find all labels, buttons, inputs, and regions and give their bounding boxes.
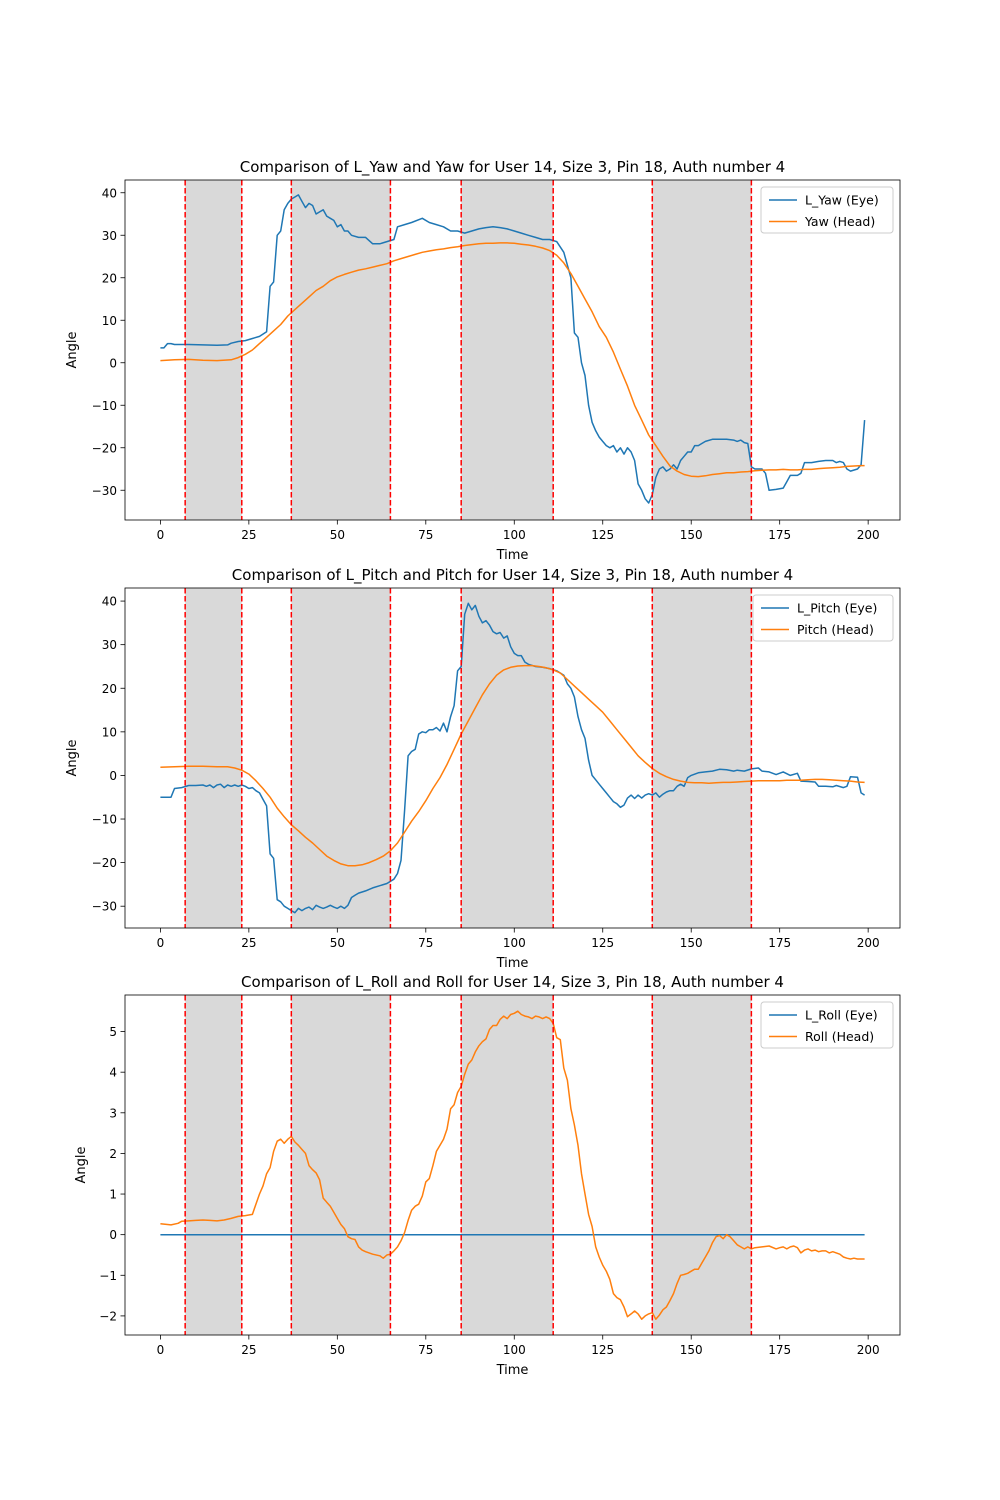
x-tick-label: 25 bbox=[241, 936, 256, 950]
x-tick-label: 50 bbox=[330, 1343, 345, 1357]
axes-frame bbox=[124, 994, 901, 1336]
shaded-region bbox=[291, 180, 391, 520]
shaded-region bbox=[652, 180, 752, 520]
legend-label: L_Yaw (Eye) bbox=[805, 193, 879, 208]
shaded-region bbox=[185, 588, 242, 928]
y-tick-label: −30 bbox=[92, 900, 117, 914]
y-tick-label: −2 bbox=[99, 1309, 117, 1323]
axes-frame bbox=[124, 587, 901, 929]
legend-label: Pitch (Head) bbox=[797, 622, 874, 637]
x-tick-label: 0 bbox=[157, 1343, 165, 1357]
shaded-region bbox=[461, 995, 554, 1335]
shaded-region bbox=[461, 180, 554, 520]
axes-frame bbox=[124, 179, 901, 521]
shaded-region bbox=[291, 995, 391, 1335]
y-tick-label: 10 bbox=[102, 725, 117, 739]
x-tick-label: 50 bbox=[330, 528, 345, 542]
series-line-head bbox=[160, 664, 865, 867]
legend-label: L_Roll (Eye) bbox=[805, 1008, 878, 1023]
x-tick-label: 200 bbox=[857, 936, 880, 950]
y-tick-label: 20 bbox=[102, 271, 117, 285]
y-tick-label: 4 bbox=[109, 1066, 117, 1080]
chart-title: Comparison of L_Pitch and Pitch for User… bbox=[232, 566, 793, 585]
chart-title: Comparison of L_Yaw and Yaw for User 14,… bbox=[240, 158, 785, 177]
legend: L_Pitch (Eye) Pitch (Head) bbox=[752, 594, 894, 642]
y-axis-label: Angle bbox=[74, 1147, 89, 1184]
y-tick-label: 10 bbox=[102, 314, 117, 328]
legend: L_Roll (Eye) Roll (Head) bbox=[760, 1001, 894, 1049]
shaded-region bbox=[185, 180, 242, 520]
legend-label: Yaw (Head) bbox=[804, 214, 875, 229]
x-tick-label: 75 bbox=[418, 528, 433, 542]
y-tick-label: −20 bbox=[92, 856, 117, 870]
y-tick-label: −20 bbox=[92, 441, 117, 455]
x-tick-label: 125 bbox=[591, 528, 614, 542]
x-tick-label: 200 bbox=[857, 528, 880, 542]
x-tick-label: 25 bbox=[241, 1343, 256, 1357]
y-tick-label: −1 bbox=[99, 1269, 117, 1283]
y-tick-label: 5 bbox=[109, 1025, 117, 1039]
x-tick-label: 150 bbox=[680, 936, 703, 950]
series-line-head bbox=[160, 1010, 865, 1320]
y-tick-label: 30 bbox=[102, 638, 117, 652]
x-tick-label: 50 bbox=[330, 936, 345, 950]
shaded-region bbox=[185, 995, 242, 1335]
shaded-region bbox=[652, 995, 752, 1335]
plot-area bbox=[160, 1010, 865, 1320]
y-tick-label: 40 bbox=[102, 595, 117, 609]
legend-label: L_Pitch (Eye) bbox=[797, 601, 877, 616]
x-tick-label: 75 bbox=[418, 1343, 433, 1357]
y-axis-label: Angle bbox=[65, 740, 80, 777]
y-tick-label: 0 bbox=[109, 769, 117, 783]
chart-panel-3: 0 25 50 75 100 125 150 175 200 −2 −1 0 1 2 3 4 5 Comparis… bbox=[74, 973, 901, 1378]
x-tick-label: 175 bbox=[768, 528, 791, 542]
x-tick-label: 0 bbox=[157, 936, 165, 950]
y-tick-label: 40 bbox=[102, 186, 117, 200]
y-tick-label: −30 bbox=[92, 484, 117, 498]
x-tick-label: 150 bbox=[680, 528, 703, 542]
x-tick-label: 150 bbox=[680, 1343, 703, 1357]
y-tick-label: 1 bbox=[109, 1188, 117, 1202]
x-tick-label: 125 bbox=[591, 936, 614, 950]
x-tick-label: 25 bbox=[241, 528, 256, 542]
y-tick-label: 30 bbox=[102, 229, 117, 243]
x-tick-label: 0 bbox=[157, 528, 165, 542]
y-tick-label: 0 bbox=[109, 356, 117, 370]
y-tick-label: 3 bbox=[109, 1106, 117, 1120]
y-tick-label: −10 bbox=[92, 813, 117, 827]
y-tick-label: −10 bbox=[92, 399, 117, 413]
shaded-region bbox=[652, 588, 752, 928]
y-tick-label: 0 bbox=[109, 1228, 117, 1242]
x-axis-label: Time bbox=[496, 1363, 529, 1378]
x-tick-label: 175 bbox=[768, 1343, 791, 1357]
y-axis-label: Angle bbox=[65, 332, 80, 369]
x-axis-label: Time bbox=[496, 956, 529, 971]
series-line-head bbox=[160, 242, 865, 478]
plot-area bbox=[160, 602, 865, 914]
x-axis-label: Time bbox=[496, 548, 529, 563]
series-line-eye bbox=[160, 602, 865, 914]
chart-title: Comparison of L_Roll and Roll for User 1… bbox=[241, 973, 784, 992]
x-tick-label: 200 bbox=[857, 1343, 880, 1357]
y-tick-label: 2 bbox=[109, 1147, 117, 1161]
x-tick-label: 175 bbox=[768, 936, 791, 950]
x-tick-label: 75 bbox=[418, 936, 433, 950]
legend: L_Yaw (Eye) Yaw (Head) bbox=[760, 186, 894, 234]
chart-panel-2: 0 25 50 75 100 125 150 175 200 −30 −20 −10 0 10 20 30 40… bbox=[65, 566, 901, 971]
legend-label: Roll (Head) bbox=[805, 1029, 874, 1044]
x-tick-label: 100 bbox=[503, 528, 526, 542]
x-tick-label: 125 bbox=[591, 1343, 614, 1357]
y-tick-label: 20 bbox=[102, 682, 117, 696]
shaded-region bbox=[461, 588, 554, 928]
chart-panel-1: 0 25 50 75 100 125 150 175 200 −30 −20 −10 0 10 20 30 40… bbox=[65, 158, 901, 563]
x-tick-label: 100 bbox=[503, 1343, 526, 1357]
x-tick-label: 100 bbox=[503, 936, 526, 950]
shaded-region bbox=[291, 588, 391, 928]
